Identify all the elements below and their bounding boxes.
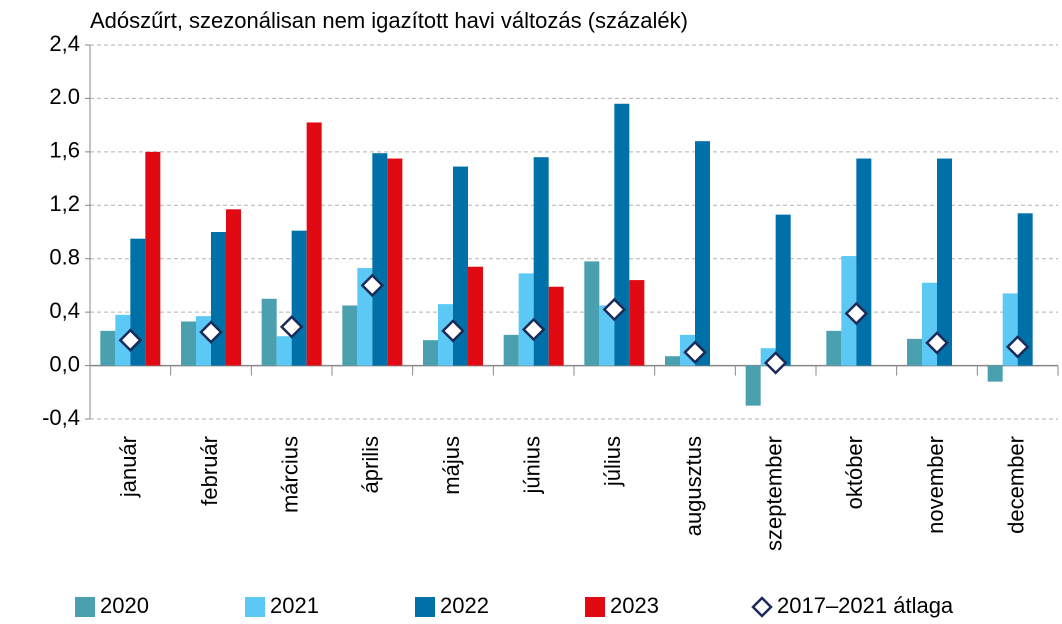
average-marker [844, 301, 869, 326]
bar [181, 321, 196, 366]
average-marker [118, 328, 143, 352]
bar [387, 158, 403, 366]
bar [453, 166, 468, 366]
x-tick-label: november [923, 436, 948, 534]
bar [745, 365, 761, 406]
legend-marker [751, 596, 773, 618]
bar [548, 286, 564, 366]
x-tick-label: március [277, 436, 302, 513]
bar [826, 330, 842, 366]
average-marker [1005, 335, 1030, 359]
x-tick-label: október [842, 436, 867, 509]
x-tick-label: december [1003, 436, 1028, 534]
chart-title: Adószűrt, szezonálisan nem igazított hav… [90, 8, 688, 33]
bar [468, 266, 483, 366]
average-marker [925, 331, 949, 355]
bar [342, 305, 358, 366]
legend-label: 2022 [440, 593, 489, 618]
bar [987, 365, 1003, 382]
average-marker [683, 340, 707, 364]
x-tick-label: január [116, 436, 141, 498]
average-marker [441, 319, 465, 343]
bar [1017, 213, 1033, 366]
bar [629, 280, 645, 366]
bar [261, 298, 277, 366]
bar [614, 103, 630, 366]
average-marker [521, 317, 546, 342]
y-tick-label: 2,4 [49, 31, 80, 56]
average-marker [763, 351, 788, 375]
legend-swatch [415, 597, 435, 617]
bar [856, 158, 872, 366]
legend-swatch [245, 597, 265, 617]
bar [518, 273, 534, 366]
average-marker [360, 273, 385, 298]
bar [533, 157, 549, 366]
x-tick-label: június [519, 436, 544, 494]
x-tick-label: április [358, 436, 383, 493]
average-marker [279, 315, 304, 339]
y-tick-label: 0.8 [49, 245, 80, 270]
bar [922, 282, 937, 366]
average-marker [602, 297, 627, 322]
bar [503, 334, 519, 366]
legend-label: 2020 [100, 593, 149, 618]
y-tick-label: -0,4 [42, 405, 80, 430]
y-tick-label: 2.0 [49, 84, 80, 109]
bar [372, 153, 388, 366]
bar [211, 232, 226, 366]
bar [599, 305, 615, 366]
bar [291, 230, 307, 366]
bar [937, 158, 952, 366]
x-tick-label: július [600, 436, 625, 487]
bar [100, 330, 116, 366]
legend-swatch [585, 597, 605, 617]
bar [907, 338, 922, 366]
bar [226, 209, 241, 366]
legend-label: 2017–2021 átlaga [777, 593, 954, 618]
bar [276, 336, 292, 366]
y-tick-label: 0,4 [49, 298, 80, 323]
x-tick-label: augusztus [681, 436, 706, 536]
legend-swatch [75, 597, 95, 617]
average-marker [199, 320, 223, 344]
x-tick-label: május [439, 436, 464, 495]
legend-label: 2021 [270, 593, 319, 618]
bar [145, 151, 161, 366]
bar [306, 122, 322, 366]
bar [695, 141, 710, 366]
x-tick-label: február [197, 436, 222, 506]
bar [423, 340, 438, 366]
bar [584, 261, 600, 366]
y-tick-label: 0,0 [49, 351, 80, 376]
y-tick-label: 1,6 [49, 138, 80, 163]
x-tick-label: szeptember [761, 436, 786, 551]
bar [665, 356, 680, 366]
bar [775, 214, 791, 366]
y-tick-label: 1,2 [49, 191, 80, 216]
legend-label: 2023 [610, 593, 659, 618]
